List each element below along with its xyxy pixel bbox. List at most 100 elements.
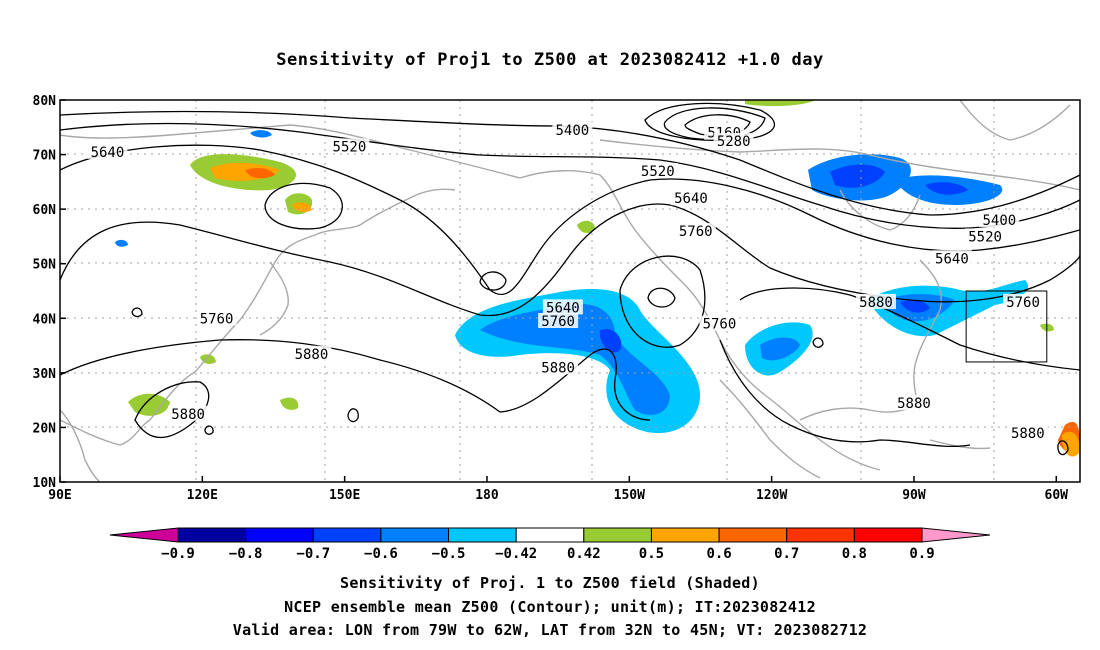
colorbar-swatch bbox=[177, 527, 247, 543]
colorbar-swatch bbox=[718, 527, 788, 543]
contour-label-bg bbox=[168, 405, 209, 421]
contour-label-bg bbox=[856, 293, 896, 309]
contour-5880-small2 bbox=[204, 425, 214, 435]
contour-5880-small3 bbox=[131, 307, 143, 318]
contour-label-bg bbox=[979, 212, 1020, 228]
shade-pacific-core bbox=[480, 304, 670, 415]
shade-canada-core bbox=[830, 164, 885, 188]
coast-japan bbox=[259, 261, 289, 336]
colorbar-label: 0.6 bbox=[706, 546, 731, 562]
y-tick-label: 40N bbox=[33, 312, 57, 327]
colorbar-label: −0.9 bbox=[161, 546, 195, 562]
valid-area-box bbox=[965, 290, 1048, 363]
contour-label: 5880 bbox=[541, 360, 575, 376]
x-tick-label: 150E bbox=[329, 488, 360, 503]
contour-label-bg bbox=[87, 143, 128, 159]
contour-label-bg bbox=[538, 313, 579, 329]
coast-siberia bbox=[60, 124, 521, 179]
x-tick-label: 60W bbox=[1045, 488, 1069, 503]
coast-mexico bbox=[719, 379, 821, 479]
contour-5880 bbox=[60, 339, 651, 421]
y-tick-label: 20N bbox=[33, 421, 57, 436]
contour-label: 5880 bbox=[897, 396, 931, 412]
contour-label-bg bbox=[1003, 293, 1044, 309]
contour-5880-east bbox=[739, 287, 1080, 371]
contour-label: 5400 bbox=[982, 213, 1016, 229]
contour-label-bg bbox=[931, 250, 972, 266]
colorbar-swatch bbox=[380, 527, 450, 543]
contour-label: 5640 bbox=[935, 251, 969, 267]
y-tick-label: 80N bbox=[33, 94, 57, 109]
caption-line-1: Sensitivity of Proj. 1 to Z500 field (Sh… bbox=[340, 574, 760, 592]
colorbar-label: −0.8 bbox=[229, 546, 263, 562]
y-tick-label: 70N bbox=[33, 149, 57, 164]
y-tick-label: 60N bbox=[33, 203, 57, 218]
y-tick-label: 10N bbox=[33, 476, 57, 491]
colorbar-label: −0.7 bbox=[296, 546, 330, 562]
contour-label: 5640 bbox=[91, 145, 125, 161]
shade-atlantic-orange2 bbox=[1062, 431, 1080, 457]
colorbar-swatch bbox=[448, 527, 517, 543]
contour-5400 bbox=[60, 110, 1080, 216]
coast-caribbean bbox=[929, 439, 991, 450]
contour-label: 5400 bbox=[556, 123, 590, 139]
colorbar-swatch bbox=[245, 527, 314, 543]
contour-label: 5760 bbox=[541, 314, 575, 330]
contour-label-bg bbox=[542, 299, 583, 315]
contour-label-bg bbox=[1007, 424, 1048, 440]
contour-label: 5640 bbox=[546, 300, 580, 316]
contour-label-bg bbox=[713, 132, 754, 148]
x-tick-label: 120E bbox=[187, 488, 218, 503]
colorbar-swatch bbox=[583, 527, 652, 543]
coast-asia bbox=[60, 188, 456, 446]
colorbar-swatch bbox=[853, 527, 923, 543]
chart-title: Sensitivity of Proj1 to Z500 at 20230824… bbox=[276, 50, 824, 70]
contour-label: 5520 bbox=[333, 139, 367, 155]
x-tick-label: 120W bbox=[756, 488, 787, 503]
contour-5880-scs bbox=[134, 381, 210, 438]
colorbar-swatch bbox=[515, 527, 585, 543]
colorbar-high-end bbox=[921, 527, 991, 543]
shade-pacific-deep bbox=[599, 329, 622, 353]
contour-5880-small5 bbox=[1057, 440, 1069, 456]
contour-label: 5760 bbox=[200, 311, 234, 327]
x-tick-label: 180 bbox=[475, 488, 499, 503]
coast-greenland bbox=[959, 100, 1071, 141]
shade-atlantic-deep bbox=[900, 300, 930, 313]
colorbar: −0.9 −0.8 −0.7 −0.6 −0.5 −0.42 0.42 0.5 0.6 0.7 0.… bbox=[109, 527, 991, 562]
colorbar-label: 0.9 bbox=[909, 546, 934, 562]
colorbar-low-end bbox=[109, 527, 179, 543]
coast-east-us bbox=[913, 259, 942, 411]
shaded-sensitivity bbox=[115, 100, 1080, 457]
contour-labels: 5640552054005160528055205640576054005520… bbox=[87, 122, 1048, 442]
contour-5880-small1 bbox=[347, 408, 359, 423]
contour-5880-us bbox=[719, 339, 971, 448]
contour-label-bg bbox=[699, 315, 740, 331]
shade-small-blue bbox=[250, 130, 272, 138]
contour-5520 bbox=[60, 122, 1080, 229]
shade-siberia-red bbox=[245, 167, 275, 179]
shade-kamchatka-orange bbox=[292, 202, 312, 213]
x-tick-label: 150W bbox=[614, 488, 645, 503]
contour-5760-inner bbox=[647, 287, 676, 308]
caption-line-2: NCEP ensemble mean Z500 (Contour); unit(… bbox=[284, 598, 816, 616]
colorbar-label: 0.8 bbox=[842, 546, 867, 562]
coast-hudson bbox=[839, 189, 921, 231]
shade-arctic-positive bbox=[745, 100, 815, 107]
contour-label: 5760 bbox=[703, 317, 737, 333]
contour-label: 5520 bbox=[968, 229, 1002, 245]
contour-label: 5880 bbox=[1011, 426, 1045, 442]
contour-label-bg bbox=[965, 228, 1006, 244]
x-tick-label: 90W bbox=[902, 488, 926, 503]
contour-label-bg bbox=[675, 222, 716, 238]
shade-canada-east-core bbox=[925, 182, 968, 195]
colorbar-label: 0.5 bbox=[639, 546, 664, 562]
contour-5760 bbox=[60, 203, 1080, 317]
contour-label-bg bbox=[637, 162, 678, 178]
contour-5520-siberia bbox=[264, 182, 343, 230]
colorbar-swatch bbox=[786, 527, 855, 543]
contour-label: 5880 bbox=[295, 347, 329, 363]
shade-scs-positive bbox=[128, 393, 170, 416]
contour-label-bg bbox=[552, 122, 593, 138]
